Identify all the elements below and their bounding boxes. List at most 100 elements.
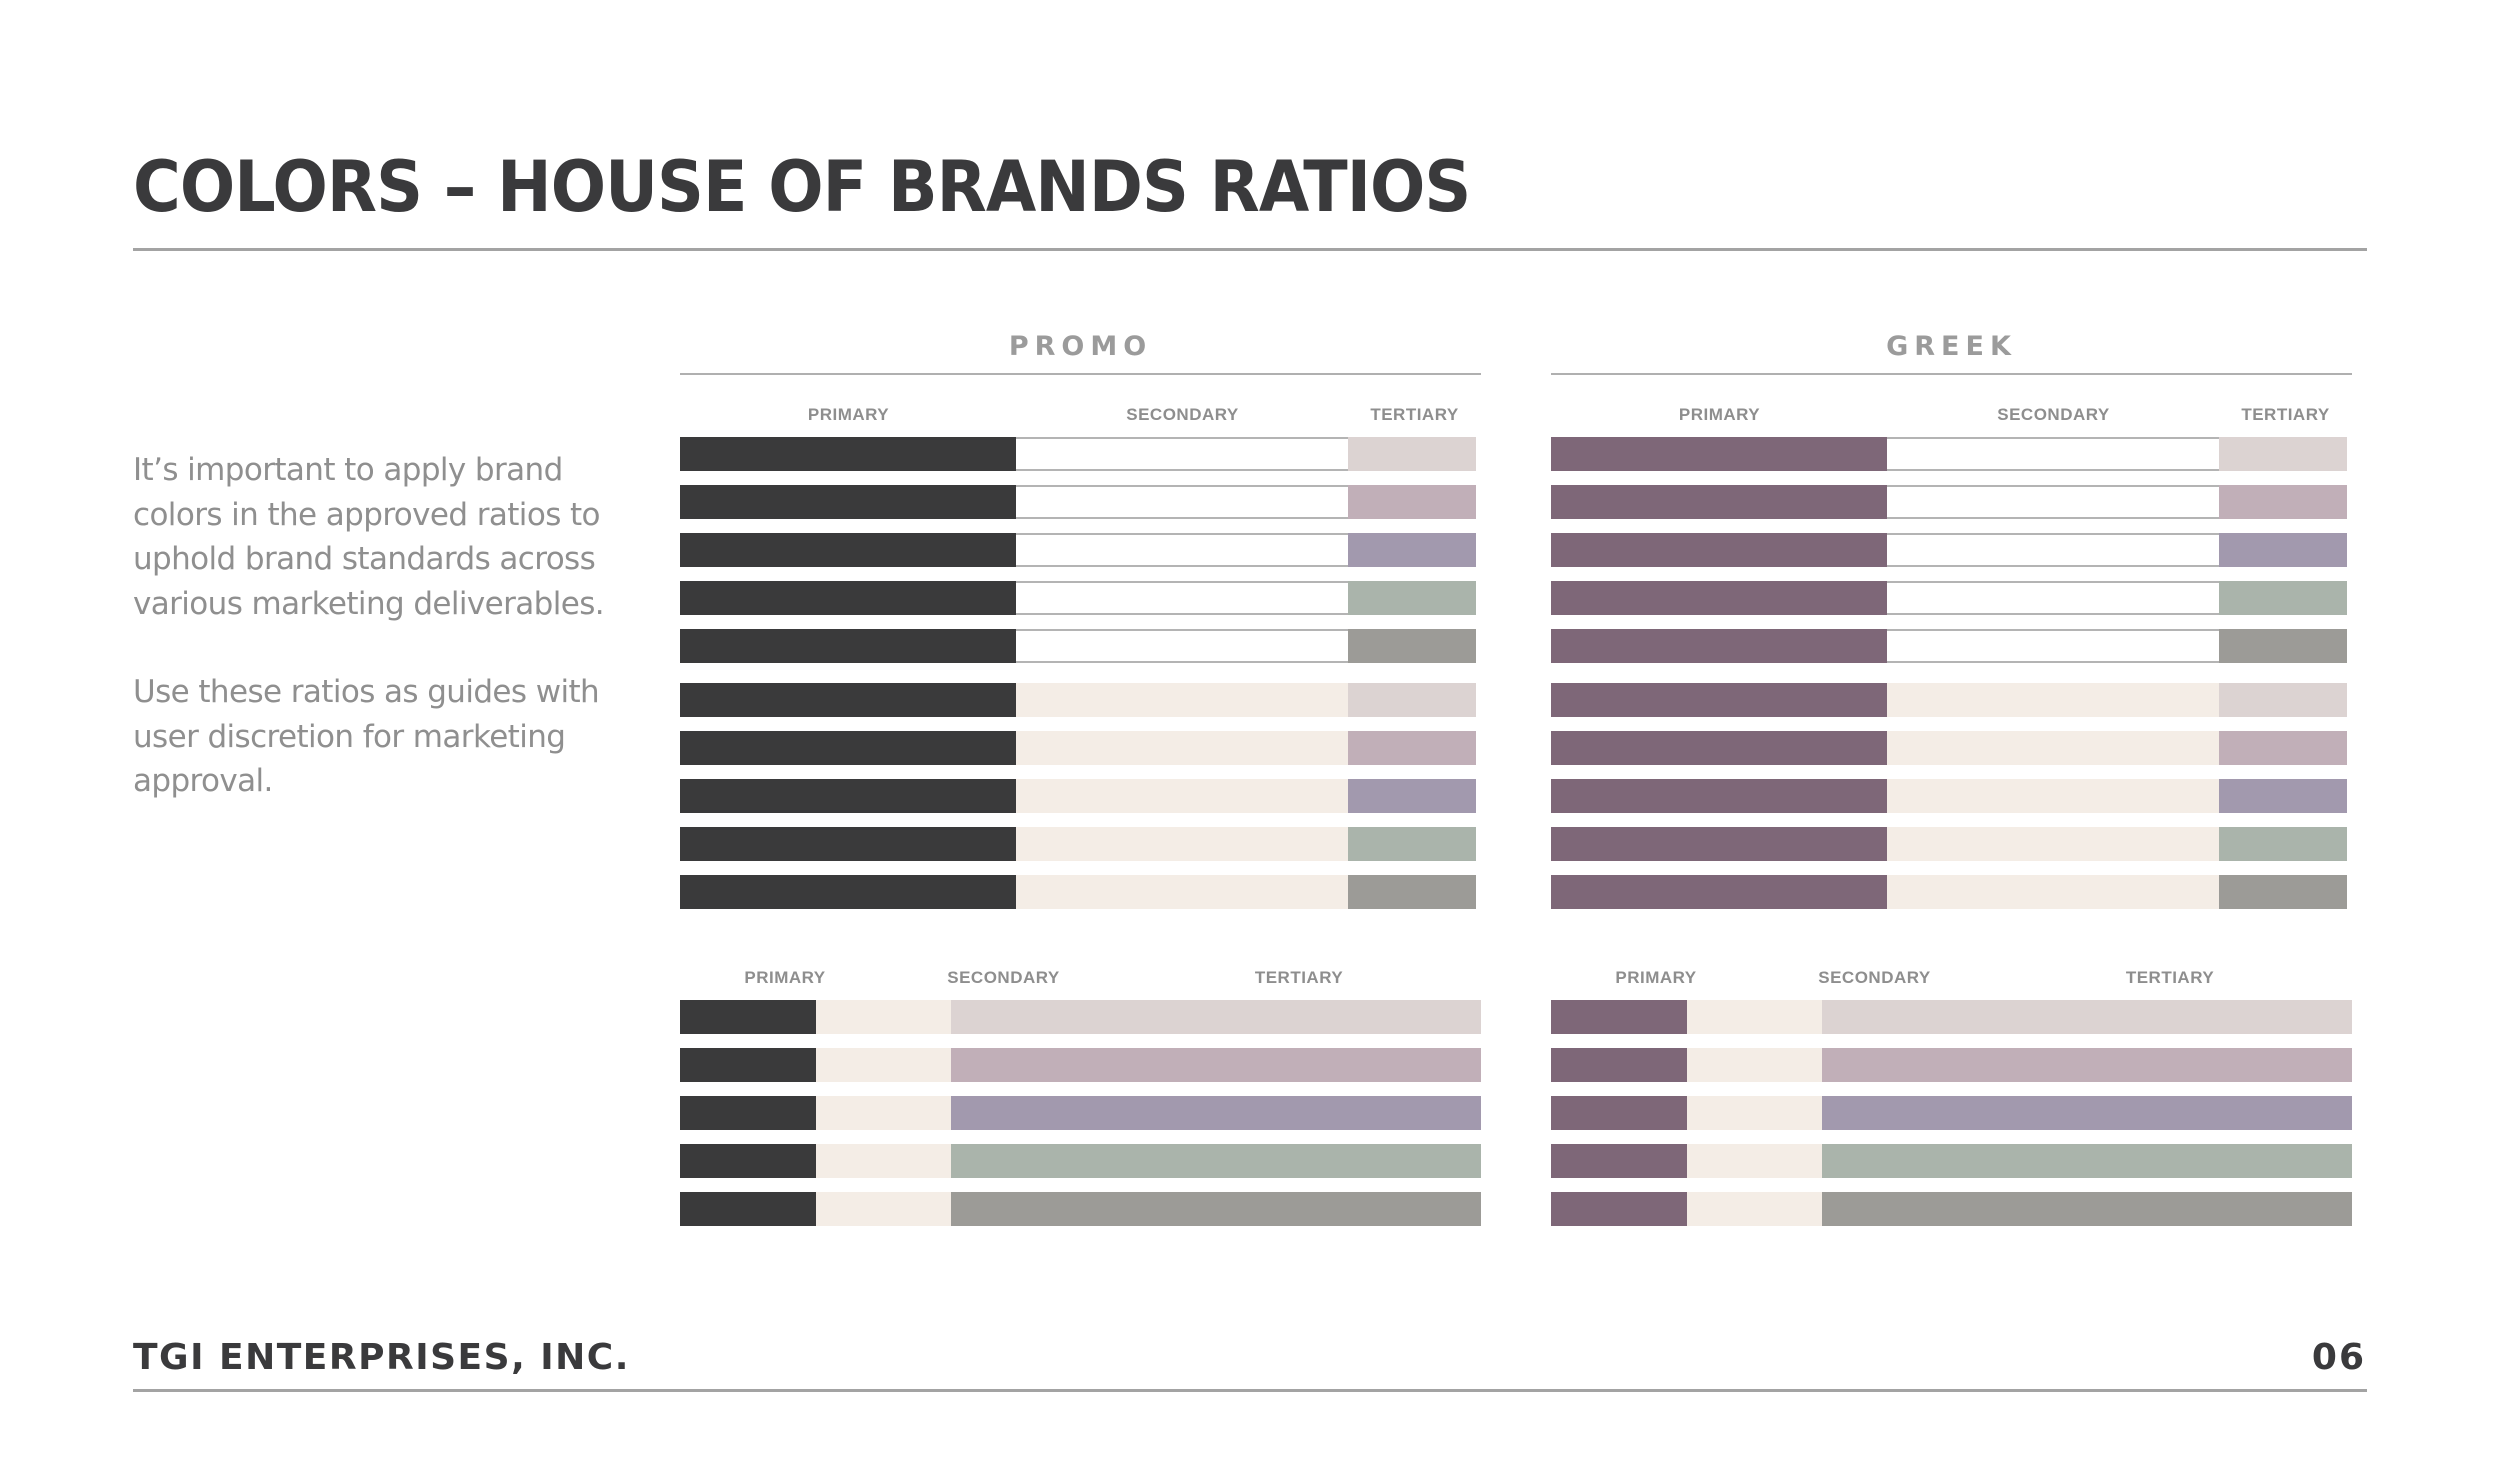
promo-ratio-row-bottom bbox=[680, 1096, 1481, 1130]
group-title-greek: GREEK bbox=[1886, 331, 2017, 362]
greek-ratio-row-bottom bbox=[1551, 1192, 2352, 1226]
primary-swatch bbox=[680, 827, 1016, 861]
primary-swatch bbox=[680, 533, 1016, 567]
tertiary-swatch bbox=[2219, 875, 2347, 909]
primary-swatch bbox=[680, 1144, 816, 1178]
title-divider bbox=[133, 248, 2367, 251]
footer-company-name: TGI ENTERPRISES, INC. bbox=[133, 1337, 630, 1378]
promo-ratio-row bbox=[680, 629, 1481, 663]
greek-ratio-row bbox=[1551, 485, 2352, 519]
col-label-primary-bottom: PRIMARY bbox=[1615, 968, 1697, 987]
promo-ratio-row bbox=[680, 731, 1481, 765]
promo-ratio-row bbox=[680, 875, 1481, 909]
secondary-swatch-cream bbox=[1887, 779, 2219, 813]
greek-ratio-row bbox=[1551, 683, 2352, 717]
promo-ratio-row-bottom bbox=[680, 1192, 1481, 1226]
tertiary-swatch bbox=[2219, 437, 2347, 471]
primary-swatch bbox=[1551, 1144, 1687, 1178]
promo-ratio-row bbox=[680, 485, 1481, 519]
primary-swatch bbox=[1551, 629, 1887, 663]
intro-paragraph-1: It’s important to apply brand colors in … bbox=[133, 452, 605, 622]
primary-swatch bbox=[1551, 533, 1887, 567]
primary-swatch bbox=[1551, 827, 1887, 861]
secondary-swatch-cream bbox=[1887, 683, 2219, 717]
tertiary-swatch bbox=[951, 1048, 1481, 1082]
greek-ratio-row bbox=[1551, 827, 2352, 861]
promo-ratio-row bbox=[680, 533, 1481, 567]
greek-ratio-row bbox=[1551, 437, 2352, 471]
secondary-swatch-white bbox=[1887, 581, 2219, 615]
tertiary-swatch bbox=[1348, 779, 1476, 813]
secondary-swatch-cream bbox=[1687, 1000, 1822, 1034]
primary-swatch bbox=[680, 485, 1016, 519]
greek-ratio-row-bottom bbox=[1551, 1048, 2352, 1082]
secondary-swatch-cream bbox=[1887, 827, 2219, 861]
footer-divider bbox=[133, 1389, 2367, 1392]
tertiary-swatch bbox=[1348, 485, 1476, 519]
tertiary-swatch bbox=[1822, 1000, 2352, 1034]
tertiary-swatch bbox=[2219, 581, 2347, 615]
tertiary-swatch bbox=[2219, 779, 2347, 813]
secondary-swatch-cream bbox=[816, 1144, 951, 1178]
tertiary-swatch bbox=[2219, 629, 2347, 663]
tertiary-swatch bbox=[1348, 581, 1476, 615]
primary-swatch bbox=[1551, 1048, 1687, 1082]
promo-ratio-row-bottom bbox=[680, 1048, 1481, 1082]
greek-ratio-row bbox=[1551, 731, 2352, 765]
secondary-swatch-cream bbox=[1887, 875, 2219, 909]
tertiary-swatch bbox=[2219, 683, 2347, 717]
secondary-swatch-cream bbox=[1687, 1144, 1822, 1178]
secondary-swatch-cream bbox=[816, 1048, 951, 1082]
secondary-swatch-cream bbox=[1016, 779, 1348, 813]
col-label-secondary-bottom: SECONDARY bbox=[1818, 968, 1931, 987]
greek-group: GREEK PRIMARY SECONDARY TERTIARY PRIMARY… bbox=[1551, 330, 2352, 1230]
tertiary-swatch bbox=[1822, 1192, 2352, 1226]
tertiary-swatch bbox=[1348, 827, 1476, 861]
page-number: 06 bbox=[2311, 1337, 2366, 1378]
promo-group: PROMO PRIMARY SECONDARY TERTIARY PRIMARY… bbox=[680, 330, 1481, 1230]
secondary-swatch-cream bbox=[816, 1192, 951, 1226]
primary-swatch bbox=[1551, 731, 1887, 765]
tertiary-swatch bbox=[1822, 1096, 2352, 1130]
greek-ratio-row bbox=[1551, 875, 2352, 909]
promo-ratio-row bbox=[680, 683, 1481, 717]
secondary-swatch-white bbox=[1887, 629, 2219, 663]
tertiary-swatch bbox=[2219, 485, 2347, 519]
primary-swatch bbox=[680, 1096, 816, 1130]
primary-swatch bbox=[1551, 1096, 1687, 1130]
promo-ratio-row bbox=[680, 437, 1481, 471]
primary-swatch bbox=[1551, 683, 1887, 717]
tertiary-swatch bbox=[1348, 437, 1476, 471]
primary-swatch bbox=[680, 581, 1016, 615]
intro-paragraph-2: Use these ratios as guides with user dis… bbox=[133, 674, 600, 799]
primary-swatch bbox=[1551, 437, 1887, 471]
primary-swatch bbox=[680, 731, 1016, 765]
primary-swatch bbox=[1551, 1192, 1687, 1226]
secondary-swatch-cream bbox=[1687, 1048, 1822, 1082]
primary-swatch bbox=[1551, 581, 1887, 615]
group-divider-promo bbox=[680, 373, 1481, 375]
secondary-swatch-cream bbox=[1016, 827, 1348, 861]
col-label-tertiary: TERTIARY bbox=[1370, 405, 1459, 424]
col-label-tertiary-bottom: TERTIARY bbox=[2125, 968, 2215, 987]
tertiary-swatch bbox=[951, 1000, 1481, 1034]
greek-ratio-row bbox=[1551, 581, 2352, 615]
secondary-swatch-cream bbox=[1016, 875, 1348, 909]
page-title: COLORS – HOUSE OF BRANDS RATIOS bbox=[133, 146, 1471, 228]
primary-swatch bbox=[680, 1000, 816, 1034]
promo-ratio-row bbox=[680, 779, 1481, 813]
secondary-swatch-cream bbox=[1687, 1096, 1822, 1130]
secondary-swatch-cream bbox=[1687, 1192, 1822, 1226]
primary-swatch bbox=[680, 875, 1016, 909]
secondary-swatch-cream bbox=[816, 1000, 951, 1034]
tertiary-swatch bbox=[951, 1144, 1481, 1178]
greek-ratio-row bbox=[1551, 629, 2352, 663]
col-label-tertiary: TERTIARY bbox=[2241, 405, 2330, 424]
greek-ratio-row-bottom bbox=[1551, 1144, 2352, 1178]
tertiary-swatch bbox=[1348, 629, 1476, 663]
promo-ratio-row-bottom bbox=[680, 1000, 1481, 1034]
tertiary-swatch bbox=[1822, 1048, 2352, 1082]
group-divider-greek bbox=[1551, 373, 2352, 375]
secondary-swatch-white bbox=[1016, 581, 1348, 615]
secondary-swatch-cream bbox=[1016, 683, 1348, 717]
